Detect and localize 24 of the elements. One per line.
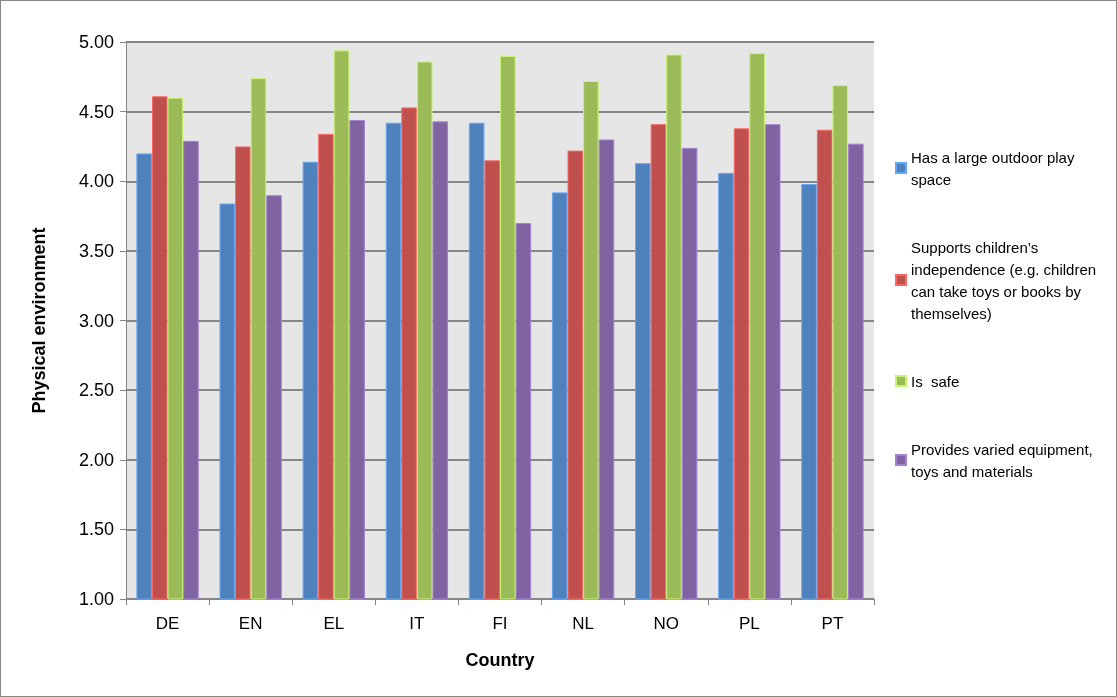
y-tick-label: 1.50 (78, 519, 114, 540)
y-tick-label: 3.50 (78, 240, 114, 261)
y-tick-label: 5.00 (78, 32, 114, 52)
x-tick-label: EL (323, 614, 345, 633)
x-axis-title: Country (465, 650, 535, 670)
legend-label: Provides varied equipment, toys and materials (911, 440, 1097, 480)
y-tick-label: 1.00 (78, 589, 114, 609)
legend-label: Has a large outdoor play space (911, 148, 1079, 188)
x-tick-label: PT (821, 614, 844, 633)
x-tick-label: PL (738, 614, 760, 633)
y-axis-title: Physical environment (29, 227, 49, 414)
x-tick-label: NL (572, 614, 594, 633)
x-tick-label: EN (238, 614, 263, 633)
x-tick-label: FI (492, 614, 508, 633)
legend-label: Is safe (911, 372, 960, 390)
y-tick-label: 4.50 (78, 101, 114, 122)
y-tick-label: 4.00 (78, 171, 114, 192)
x-tick-label: IT (409, 614, 425, 633)
y-tick-label: 2.00 (78, 449, 114, 470)
x-tick-label: NO (653, 614, 679, 633)
x-tick-label: DE (155, 614, 180, 633)
y-tick-label: 2.50 (78, 380, 114, 401)
legend-label: Supports children’s independence (e.g. children can take toys or books by themselves) (911, 238, 1101, 322)
y-tick-label: 3.00 (78, 310, 114, 331)
